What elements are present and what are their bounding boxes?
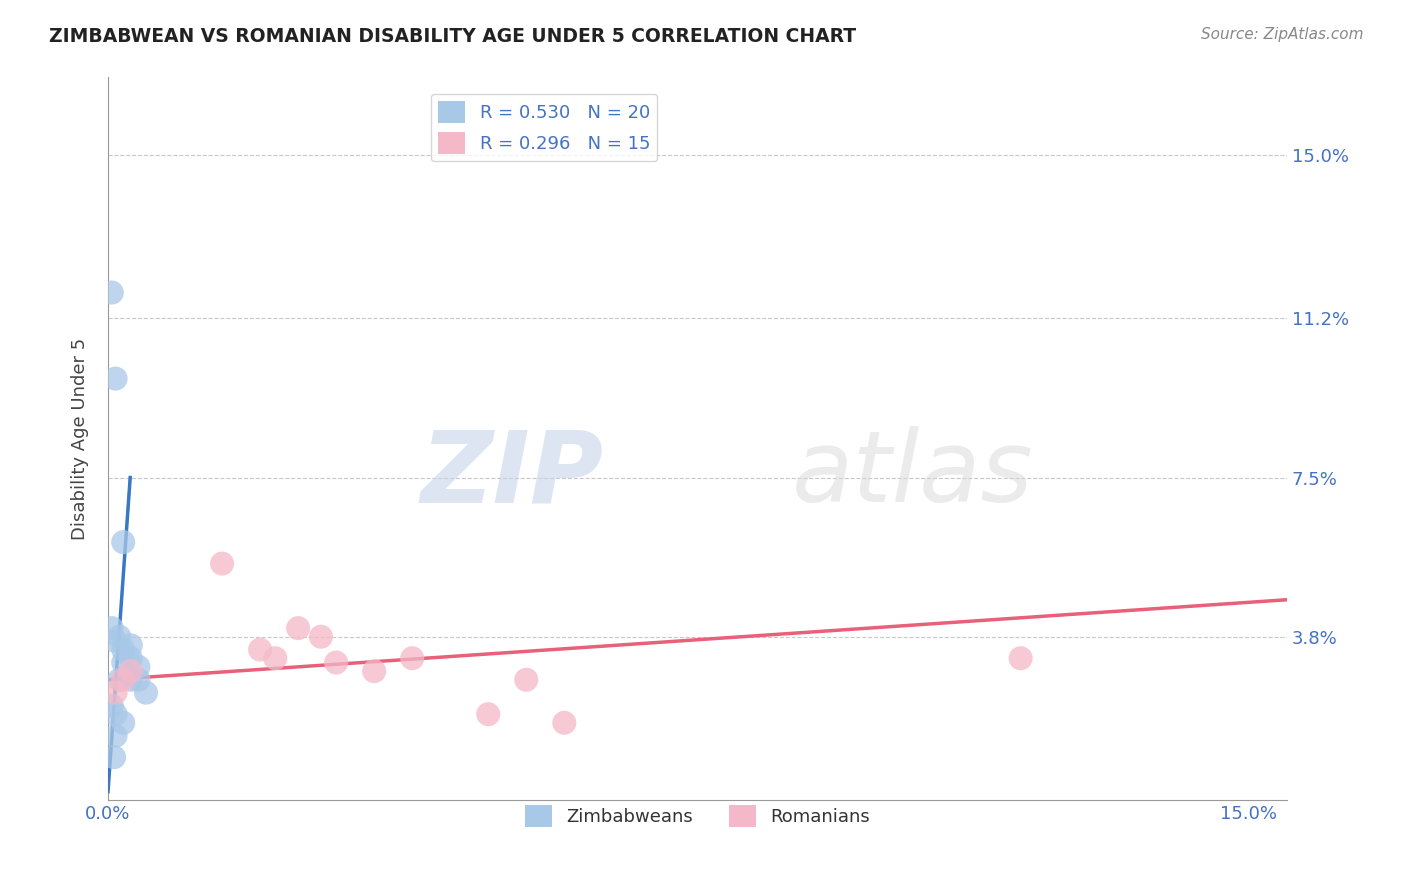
- Point: [135, 686, 157, 700]
- Point: [309, 630, 332, 644]
- Y-axis label: Disability Age Under 5: Disability Age Under 5: [72, 338, 89, 540]
- Point: [103, 750, 125, 764]
- Point: [104, 729, 127, 743]
- Point: [120, 638, 142, 652]
- Point: [120, 651, 142, 665]
- Point: [104, 707, 127, 722]
- Point: [401, 651, 423, 665]
- Point: [120, 673, 142, 687]
- Point: [112, 715, 135, 730]
- Point: [120, 664, 142, 678]
- Point: [477, 707, 499, 722]
- Point: [112, 642, 135, 657]
- Point: [101, 621, 124, 635]
- Point: [515, 673, 537, 687]
- Point: [363, 664, 385, 678]
- Point: [325, 656, 347, 670]
- Point: [127, 660, 149, 674]
- Point: [287, 621, 309, 635]
- Point: [112, 535, 135, 549]
- Point: [104, 686, 127, 700]
- Text: ZIP: ZIP: [420, 426, 603, 524]
- Point: [104, 634, 127, 648]
- Text: Source: ZipAtlas.com: Source: ZipAtlas.com: [1201, 27, 1364, 42]
- Point: [1010, 651, 1032, 665]
- Point: [211, 557, 233, 571]
- Point: [553, 715, 575, 730]
- Text: atlas: atlas: [792, 426, 1033, 524]
- Point: [112, 673, 135, 687]
- Text: ZIMBABWEAN VS ROMANIAN DISABILITY AGE UNDER 5 CORRELATION CHART: ZIMBABWEAN VS ROMANIAN DISABILITY AGE UN…: [49, 27, 856, 45]
- Point: [127, 673, 149, 687]
- Point: [264, 651, 287, 665]
- Point: [101, 285, 124, 300]
- Point: [112, 656, 135, 670]
- Legend: Zimbabweans, Romanians: Zimbabweans, Romanians: [517, 798, 877, 835]
- Point: [101, 698, 124, 713]
- Point: [108, 630, 131, 644]
- Point: [104, 371, 127, 385]
- Point: [249, 642, 271, 657]
- Point: [108, 673, 131, 687]
